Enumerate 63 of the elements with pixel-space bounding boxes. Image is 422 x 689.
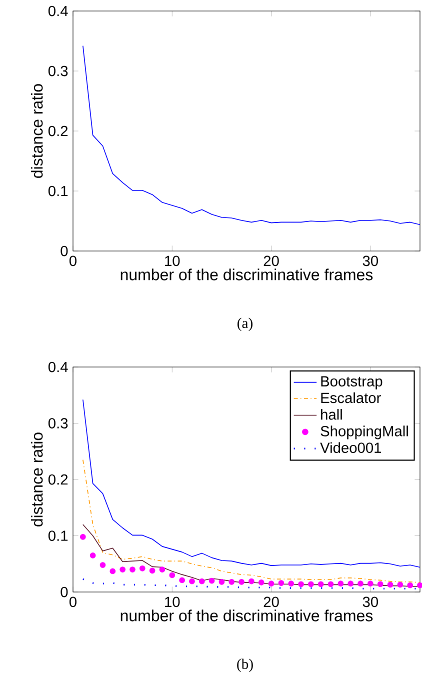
- y-tick-label: 0.4: [48, 362, 68, 372]
- y-tick-label: 0: [60, 586, 68, 598]
- y-tick-label: 0.1: [48, 530, 68, 541]
- y-tick-label: 0.1: [48, 186, 68, 196]
- text: (a): [238, 318, 253, 332]
- point: [130, 566, 136, 572]
- point: [318, 581, 324, 588]
- legend-label: Bootstrap: [321, 376, 382, 390]
- y-tick-label: 0.3: [48, 66, 68, 76]
- point: [110, 568, 116, 574]
- point: [358, 580, 364, 587]
- point: [367, 580, 374, 587]
- point: [238, 578, 244, 585]
- point: [377, 581, 384, 588]
- point: [278, 580, 284, 586]
- point: [298, 581, 304, 588]
- x-axis-title: number of the discriminative frames: [120, 610, 373, 622]
- point: [198, 578, 205, 584]
- y-axis-title: distance ratio: [31, 432, 43, 526]
- point: [149, 568, 156, 574]
- x-tick-label: 0: [69, 596, 76, 608]
- point: [328, 581, 334, 588]
- legend-label: ShoppingMall: [320, 426, 408, 440]
- legend-label: Escalator: [321, 392, 381, 404]
- y-tick-label: 0.2: [48, 126, 68, 136]
- point: [90, 552, 96, 558]
- point: [407, 582, 414, 588]
- point: [268, 580, 274, 587]
- x-axis-title: number of the discriminative frames: [120, 268, 373, 280]
- x-tick-label: 10: [165, 596, 180, 608]
- point: [397, 582, 404, 588]
- point: [218, 578, 225, 585]
- point: [208, 578, 215, 584]
- legend-label: hall: [321, 408, 342, 420]
- legend-label: Video001: [320, 442, 382, 453]
- point: [189, 578, 195, 584]
- x-tick-label: 0: [69, 256, 76, 266]
- point: [248, 578, 254, 584]
- x-tick-label: 10: [165, 256, 180, 266]
- point: [80, 534, 86, 540]
- point: [387, 582, 394, 588]
- x-tick-label: 30: [362, 256, 378, 266]
- point: [258, 580, 264, 586]
- y-axis-title: distance ratio: [31, 84, 43, 178]
- x-tick-label: 20: [264, 256, 279, 266]
- y-tick-label: 0.3: [48, 418, 68, 428]
- point: [288, 580, 294, 587]
- x-tick-label: 30: [362, 596, 378, 608]
- point: [169, 572, 176, 578]
- point: [159, 566, 166, 572]
- point: [338, 580, 344, 587]
- y-tick-label: 0.2: [48, 474, 68, 485]
- point: [348, 580, 354, 587]
- y-tick-label: 0: [60, 246, 68, 256]
- text: (b): [237, 658, 253, 672]
- point: [100, 562, 106, 568]
- point: [228, 578, 235, 585]
- y-tick-label: 0.4: [48, 6, 68, 16]
- point: [139, 565, 146, 572]
- point: [308, 581, 314, 588]
- point: [120, 566, 126, 572]
- point: [179, 577, 185, 584]
- x-tick-label: 20: [264, 596, 279, 608]
